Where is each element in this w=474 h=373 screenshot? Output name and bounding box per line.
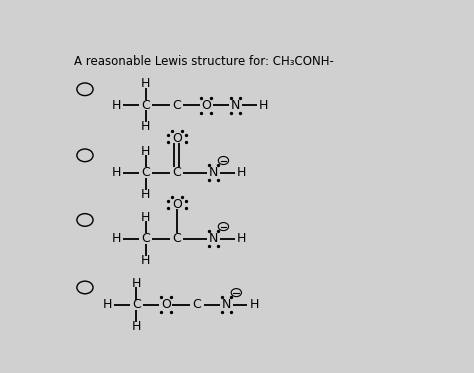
Text: C: C — [132, 298, 141, 311]
Text: C: C — [192, 298, 201, 311]
Text: O: O — [172, 198, 182, 211]
Text: H: H — [141, 188, 150, 201]
Text: H: H — [249, 298, 259, 311]
Text: H: H — [102, 298, 112, 311]
Text: H: H — [141, 144, 150, 157]
Text: H: H — [141, 254, 150, 267]
Text: H: H — [141, 120, 150, 133]
Text: O: O — [172, 132, 182, 145]
Text: A reasonable Lewis structure for: CH₃CONH-: A reasonable Lewis structure for: CH₃CON… — [74, 55, 334, 68]
Text: O: O — [201, 98, 211, 112]
Text: H: H — [111, 232, 121, 245]
Text: C: C — [141, 166, 150, 179]
Text: C: C — [173, 232, 181, 245]
Text: N: N — [222, 298, 231, 311]
Text: H: H — [237, 166, 246, 179]
Text: C: C — [141, 98, 150, 112]
Text: C: C — [173, 98, 181, 112]
Text: H: H — [111, 166, 121, 179]
Text: H: H — [258, 98, 268, 112]
Text: O: O — [161, 298, 171, 311]
Text: N: N — [209, 232, 218, 245]
Text: N: N — [209, 166, 218, 179]
Text: H: H — [237, 232, 246, 245]
Text: N: N — [231, 98, 240, 112]
Text: C: C — [141, 232, 150, 245]
Text: H: H — [141, 77, 150, 90]
Text: H: H — [132, 277, 141, 290]
Text: C: C — [173, 166, 181, 179]
Text: H: H — [111, 98, 121, 112]
Text: H: H — [141, 211, 150, 223]
Text: H: H — [132, 320, 141, 333]
